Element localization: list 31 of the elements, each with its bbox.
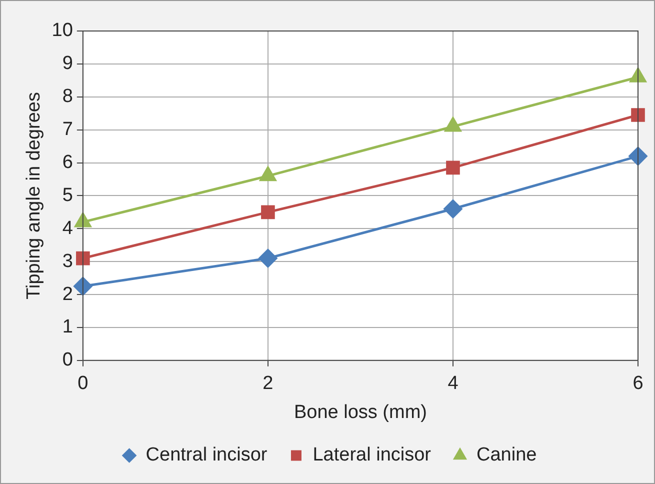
y-tick-label: 2 <box>62 284 73 305</box>
legend-label: Central incisor <box>146 444 268 466</box>
y-axis-title: Tipping angle in degrees <box>24 92 45 300</box>
x-tick-label: 2 <box>262 373 274 394</box>
legend-label: Canine <box>476 444 537 466</box>
x-axis-title: Bone loss (mm) <box>294 402 427 423</box>
y-tick-label: 6 <box>62 152 73 173</box>
y-tick-label: 8 <box>62 86 73 108</box>
point <box>74 277 92 296</box>
point <box>444 117 462 132</box>
y-tick-label: 4 <box>62 218 74 239</box>
y-tick-label: 5 <box>62 184 73 206</box>
point <box>631 108 645 122</box>
y-tick-label: 0 <box>62 350 73 371</box>
point <box>628 146 648 166</box>
x-tick-label: 0 <box>78 373 88 394</box>
point <box>630 68 646 82</box>
point <box>261 205 275 220</box>
y-tick-label: 9 <box>62 53 73 74</box>
y-tick-label: 3 <box>62 250 73 272</box>
point <box>444 200 462 218</box>
point <box>446 160 460 175</box>
x-tick-label: 4 <box>448 373 459 394</box>
point <box>76 251 90 266</box>
point <box>258 249 278 268</box>
y-tick-label: 1 <box>62 316 73 338</box>
legend-label: Lateral incisor <box>312 444 432 466</box>
y-tick-label: 10 <box>52 20 73 42</box>
point <box>260 166 276 182</box>
x-tick-label: 6 <box>632 373 644 394</box>
y-tick-label: 7 <box>62 119 73 140</box>
